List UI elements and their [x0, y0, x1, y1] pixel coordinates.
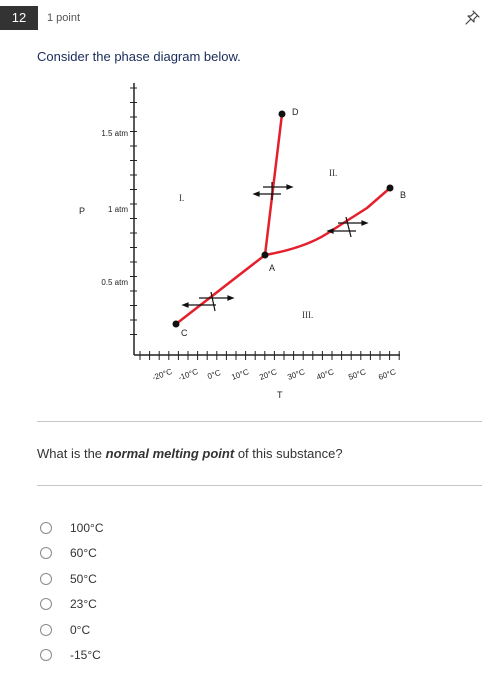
pressure-label-0-5: 0.5 atm — [101, 278, 128, 287]
option-60c[interactable]: 60°C — [40, 541, 97, 567]
radio-button[interactable] — [40, 623, 52, 636]
temp-label-60: 60°C — [377, 367, 397, 382]
equilibrium-arrows — [181, 182, 369, 312]
question-text-start: What is the — [37, 446, 106, 461]
temp-label-20: 20°C — [258, 367, 278, 382]
temp-label-50: 50°C — [347, 367, 367, 382]
phase-boundaries — [174, 112, 392, 326]
vaporization-curve — [263, 186, 392, 257]
option-label: 23°C — [70, 597, 97, 612]
option-23c[interactable]: 23°C — [40, 592, 97, 618]
temp-label-30: 30°C — [286, 367, 306, 382]
point-c — [172, 320, 180, 328]
temp-label-0: 0°C — [206, 368, 222, 381]
y-axis-label: P — [79, 206, 85, 216]
point-label-b: B — [400, 190, 406, 200]
option-minus15c[interactable]: -15°C — [40, 643, 101, 669]
temp-label-minus20: -20°C — [151, 367, 174, 383]
question-text: What is the normal melting point of this… — [37, 446, 343, 461]
pressure-label-1-5: 1.5 atm — [101, 129, 128, 138]
x-axis-label: T — [277, 390, 283, 400]
option-50c[interactable]: 50°C — [40, 566, 97, 592]
question-number: 12 — [0, 6, 38, 30]
point-d — [278, 110, 286, 118]
region-label-3: III. — [302, 310, 313, 320]
pressure-label-1: 1 atm — [108, 205, 128, 214]
divider-bottom — [37, 485, 482, 486]
phase-diagram: 1.5 atm 1 atm 0.5 atm P -20°C -10°C 0°C … — [70, 80, 410, 410]
point-a — [261, 251, 269, 259]
option-label: 50°C — [70, 571, 97, 586]
answer-options: 100°C 60°C 50°C 23°C 0°C -15°C — [40, 515, 104, 669]
radio-button[interactable] — [40, 521, 52, 534]
radio-button[interactable] — [40, 649, 52, 662]
sublimation-curve — [174, 253, 267, 326]
radio-button[interactable] — [40, 572, 52, 585]
radio-button[interactable] — [40, 598, 52, 611]
option-label: 0°C — [70, 622, 91, 637]
temp-label-minus10: -10°C — [177, 367, 200, 383]
option-label: -15°C — [70, 648, 101, 663]
radio-button[interactable] — [40, 547, 52, 560]
region-label-1: I. — [179, 193, 184, 203]
option-label: 100°C — [70, 520, 104, 535]
temp-label-10: 10°C — [230, 367, 250, 382]
melting-curve — [263, 112, 284, 257]
point-label-c: C — [181, 328, 188, 338]
point-label-a: A — [269, 263, 275, 273]
pin-icon[interactable] — [462, 8, 482, 28]
temp-label-40: 40°C — [315, 367, 335, 382]
point-label-d: D — [292, 107, 299, 117]
region-label-2: II. — [329, 168, 337, 178]
question-points: 1 point — [47, 12, 81, 24]
question-text-emphasis: normal melting point — [105, 446, 235, 461]
option-100c[interactable]: 100°C — [40, 515, 104, 541]
point-b — [386, 184, 394, 192]
question-text-end: of this substance? — [234, 446, 343, 461]
option-label: 60°C — [70, 546, 97, 561]
question-prompt: Consider the phase diagram below. — [37, 49, 241, 64]
divider-top — [37, 421, 482, 422]
option-0c[interactable]: 0°C — [40, 617, 90, 643]
